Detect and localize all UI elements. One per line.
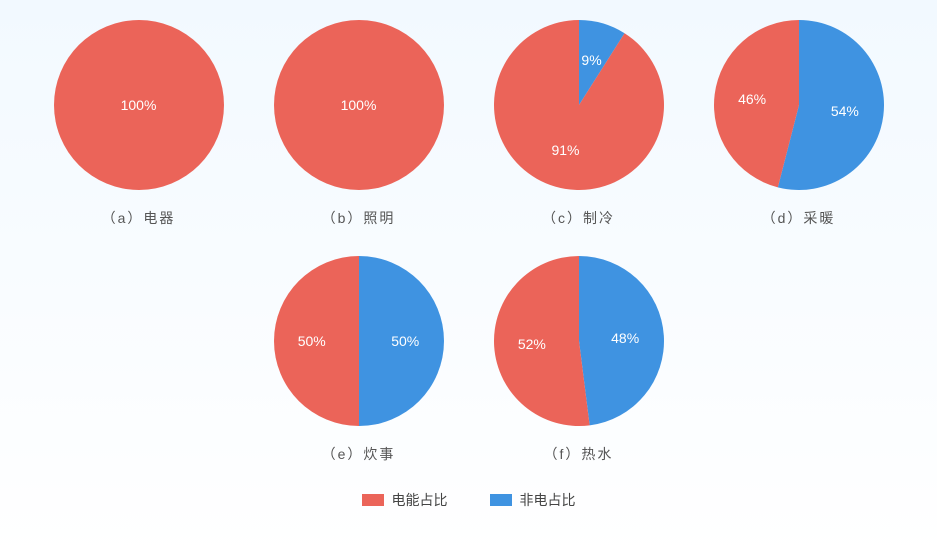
chart-caption: （b）照明 [322, 208, 396, 228]
pie-d: 54% 46% [714, 20, 884, 190]
chart-row-1: 100% （a）电器 100% （b）照明 9% 91% （c）制冷 54% 46% （d）采暖 [0, 0, 937, 228]
pie-f: 48% 52% [494, 256, 664, 426]
legend-item: 非电占比 [490, 490, 576, 510]
slice-label: 50% [298, 333, 326, 349]
slice-label: 9% [581, 52, 601, 68]
legend-swatch [490, 494, 512, 506]
chart-caption: （d）采暖 [762, 208, 836, 228]
pie-e: 50% 50% [274, 256, 444, 426]
chart-grid: 100%（a）电器100%（b）照明9%91%（c）制冷54%46%（d）采暖 … [0, 0, 937, 556]
legend-label: 非电占比 [520, 490, 576, 510]
pie-b: 100% [274, 20, 444, 190]
slice-label: 100% [121, 97, 157, 113]
chart-a: 100% （a）电器 [54, 20, 224, 228]
slice-label: 54% [831, 103, 859, 119]
pie-c: 9% 91% [494, 20, 664, 190]
slice-label: 48% [611, 330, 639, 346]
chart-row-2: 50% 50% （e）炊事 48% 52% （f）热水 [0, 228, 937, 464]
chart-b: 100% （b）照明 [274, 20, 444, 228]
chart-d: 54% 46% （d）采暖 [714, 20, 884, 228]
chart-caption: （e）炊事 [322, 444, 396, 464]
chart-caption: （c）制冷 [542, 208, 615, 228]
chart-e: 50% 50% （e）炊事 [274, 256, 444, 464]
slice-label: 100% [341, 97, 377, 113]
chart-c: 9% 91% （c）制冷 [494, 20, 664, 228]
chart-caption: （a）电器 [102, 208, 176, 228]
slice-label: 46% [738, 91, 766, 107]
slice-label: 52% [518, 336, 546, 352]
legend-label: 电能占比 [392, 490, 448, 510]
chart-f: 48% 52% （f）热水 [494, 256, 664, 464]
legend-item: 电能占比 [362, 490, 448, 510]
slice-label: 50% [391, 333, 419, 349]
legend-swatch [362, 494, 384, 506]
slice-label: 91% [551, 142, 579, 158]
chart-caption: （f）热水 [544, 444, 614, 464]
legend: 电能占比 非电占比 [0, 490, 937, 510]
pie-a: 100% [54, 20, 224, 190]
